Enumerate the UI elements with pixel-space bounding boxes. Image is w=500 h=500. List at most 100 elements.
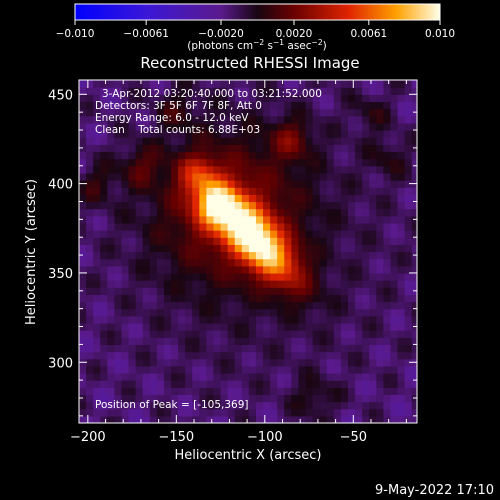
- image-pixel: [213, 294, 222, 303]
- image-pixel: [333, 151, 342, 160]
- image-pixel: [319, 165, 328, 174]
- image-pixel: [135, 222, 144, 231]
- image-pixel: [178, 358, 186, 367]
- image-pixel: [220, 187, 229, 195]
- image-pixel: [227, 308, 236, 317]
- image-pixel: [263, 315, 271, 324]
- image-pixel: [298, 94, 307, 103]
- image-pixel: [142, 172, 151, 181]
- image-pixel: [185, 80, 193, 88]
- image-pixel: [376, 330, 384, 338]
- image-pixel: [206, 215, 215, 224]
- image-pixel: [171, 308, 179, 317]
- image-pixel: [362, 165, 370, 174]
- image-pixel: [171, 280, 179, 288]
- image-pixel: [404, 165, 413, 174]
- image-pixel: [270, 351, 278, 360]
- image-pixel: [255, 101, 264, 110]
- image-pixel: [347, 215, 356, 224]
- image-pixel: [192, 222, 200, 231]
- image-pixel: [192, 244, 200, 253]
- image-pixel: [163, 194, 172, 203]
- image-pixel: [390, 80, 399, 88]
- image-pixel: [305, 401, 314, 410]
- image-pixel: [284, 365, 292, 374]
- image-pixel: [171, 380, 179, 388]
- image-pixel: [312, 108, 321, 117]
- image-pixel: [135, 244, 144, 253]
- image-pixel: [305, 344, 314, 353]
- image-pixel: [404, 94, 413, 103]
- image-pixel: [333, 237, 342, 245]
- image-pixel: [411, 230, 417, 238]
- image-pixel: [114, 401, 123, 410]
- image-pixel: [312, 244, 321, 253]
- image-pixel: [206, 380, 215, 388]
- image-pixel: [383, 94, 392, 103]
- image-pixel: [376, 137, 384, 145]
- image-pixel: [369, 244, 377, 253]
- image-pixel: [390, 208, 399, 217]
- image-pixel: [291, 94, 300, 103]
- image-pixel: [128, 165, 137, 174]
- image-pixel: [107, 315, 115, 324]
- image-pixel: [227, 187, 236, 195]
- image-pixel: [149, 344, 158, 353]
- image-pixel: [156, 372, 165, 381]
- image-pixel: [347, 394, 356, 403]
- image-pixel: [199, 151, 208, 160]
- image-pixel: [383, 372, 392, 381]
- image-pixel: [270, 372, 278, 381]
- image-pixel: [100, 201, 108, 210]
- image-pixel: [128, 201, 137, 210]
- image-pixel: [347, 151, 356, 160]
- image-pixel: [79, 230, 87, 238]
- image-pixel: [298, 222, 307, 231]
- image-pixel: [255, 372, 264, 381]
- image-pixel: [241, 251, 250, 260]
- image-pixel: [333, 187, 342, 195]
- image-pixel: [185, 237, 193, 245]
- image-pixel: [305, 130, 314, 138]
- image-pixel: [199, 280, 208, 288]
- image-pixel: [135, 280, 144, 288]
- image-pixel: [248, 301, 257, 310]
- image-pixel: [199, 172, 208, 181]
- image-pixel: [121, 294, 130, 303]
- image-pixel: [142, 372, 151, 381]
- image-pixel: [100, 380, 108, 388]
- image-pixel: [411, 308, 417, 317]
- image-pixel: [305, 187, 314, 195]
- image-pixel: [376, 158, 384, 167]
- image-pixel: [79, 365, 87, 374]
- image-pixel: [263, 265, 271, 274]
- image-pixel: [171, 337, 179, 345]
- image-pixel: [362, 372, 370, 381]
- image-pixel: [100, 215, 108, 224]
- image-pixel: [291, 172, 300, 181]
- image-pixel: [163, 315, 172, 324]
- image-pixel: [362, 387, 370, 396]
- image-pixel: [128, 265, 137, 274]
- image-pixel: [241, 394, 250, 403]
- image-pixel: [227, 94, 236, 103]
- image-pixel: [163, 108, 172, 117]
- image-pixel: [383, 187, 392, 195]
- image-pixel: [404, 387, 413, 396]
- image-pixel: [305, 330, 314, 338]
- image-pixel: [128, 137, 137, 145]
- image-pixel: [319, 287, 328, 295]
- image-pixel: [305, 165, 314, 174]
- image-pixel: [397, 251, 406, 260]
- image-pixel: [213, 330, 222, 338]
- image-pixel: [185, 244, 193, 253]
- image-pixel: [362, 315, 370, 324]
- image-pixel: [220, 215, 229, 224]
- image-pixel: [369, 308, 377, 317]
- image-pixel: [142, 122, 151, 131]
- image-pixel: [305, 280, 314, 288]
- image-pixel: [93, 308, 101, 317]
- image-pixel: [397, 280, 406, 288]
- image-pixel: [227, 387, 236, 396]
- image-pixel: [340, 87, 349, 95]
